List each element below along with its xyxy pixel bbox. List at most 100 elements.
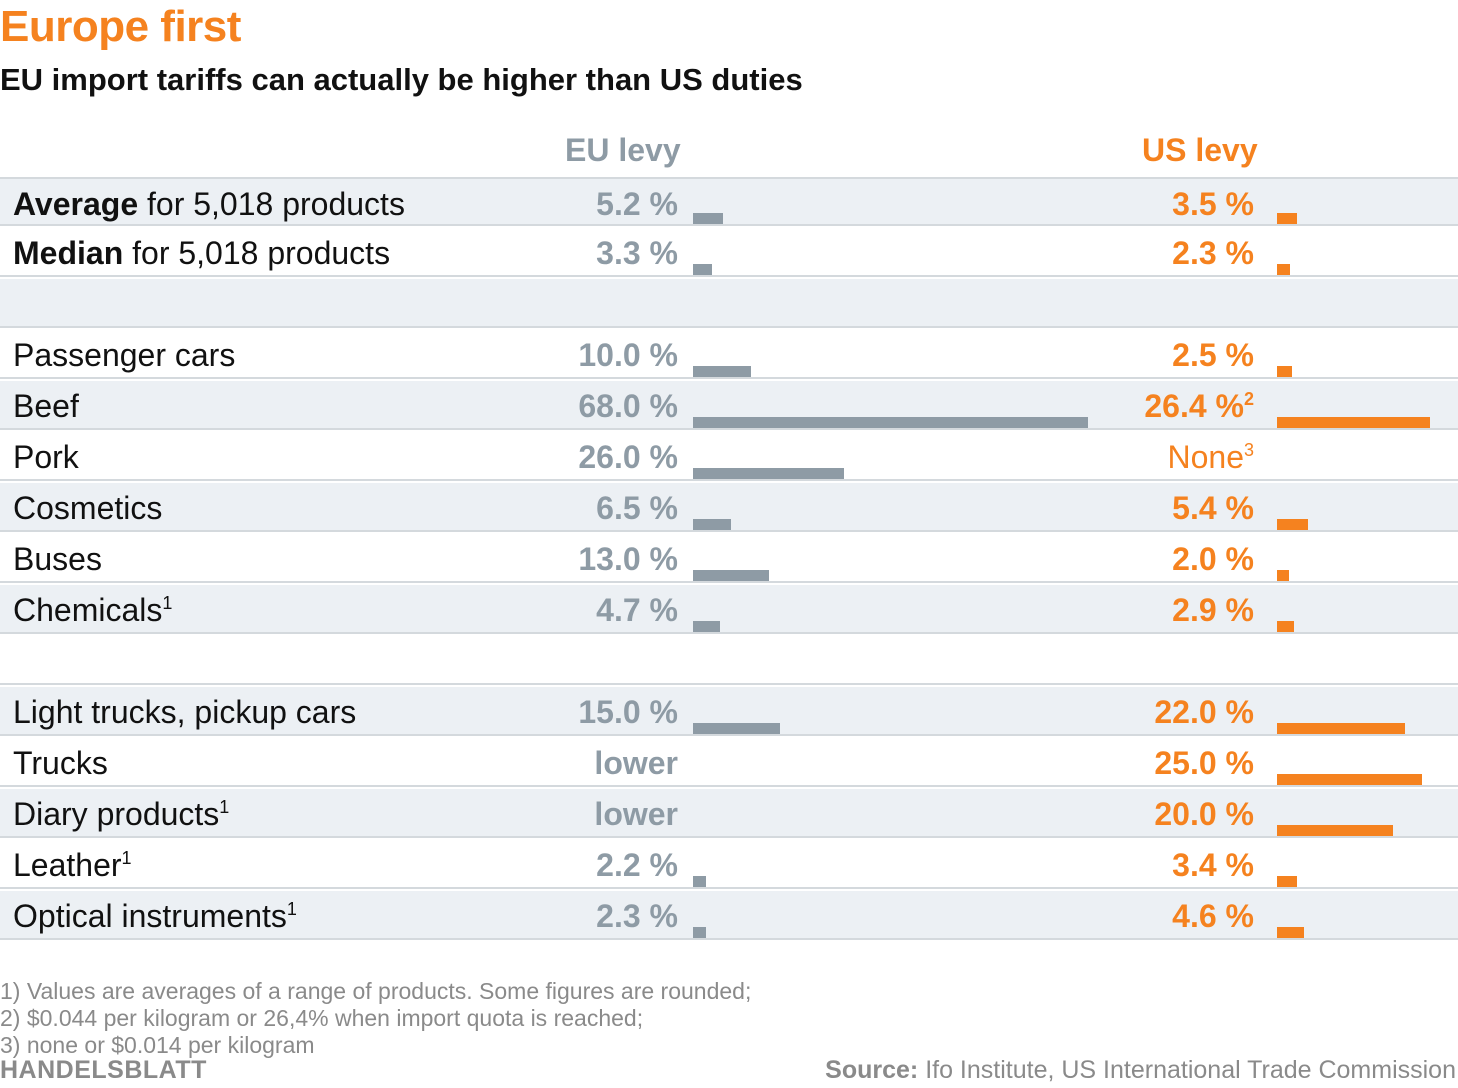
row-label-bold: Average: [13, 186, 139, 222]
footnote-ref: 1: [121, 848, 132, 868]
row-label: Buses: [13, 541, 102, 578]
eu-bar: [693, 366, 751, 377]
us-bar: [1277, 366, 1292, 377]
row-label: Optical instruments1: [13, 898, 297, 935]
row-label-text: Cosmetics: [13, 490, 163, 526]
us-value-text: 2.9 %: [1172, 592, 1254, 628]
us-value-text: 2.0 %: [1172, 541, 1254, 577]
us-bar: [1277, 621, 1294, 632]
eu-bar: [693, 927, 706, 938]
us-value-label: 3.5 %: [1172, 186, 1254, 223]
us-value-label: 2.9 %: [1172, 592, 1254, 629]
row-label-text: Buses: [13, 541, 102, 577]
row-label-text: Pork: [13, 439, 79, 475]
footnote-1: 1) Values are averages of a range of pro…: [0, 978, 752, 1004]
source-note: Source: Ifo Institute, US International …: [825, 1056, 1456, 1085]
eu-value-label: 10.0 %: [578, 337, 678, 373]
source-label: Source:: [825, 1056, 919, 1084]
row-label-text: Passenger cars: [13, 337, 236, 373]
us-value-text: 2.3 %: [1172, 235, 1254, 271]
us-value-text: 25.0 %: [1154, 745, 1254, 781]
row-label-text: for 5,018 products: [138, 186, 405, 222]
row-label-text: Beef: [13, 388, 79, 424]
us-bar: [1277, 570, 1289, 581]
us-bar: [1277, 774, 1422, 785]
us-value-label: None3: [1167, 439, 1254, 476]
eu-value-label: 2.2 %: [596, 847, 678, 883]
us-value-text: None: [1167, 439, 1244, 475]
us-value-text: 20.0 %: [1154, 796, 1254, 832]
source-text: Ifo Institute, US International Trade Co…: [918, 1056, 1456, 1084]
eu-value-label: 4.7 %: [596, 592, 678, 628]
row-label: Passenger cars: [13, 337, 235, 374]
us-bar: [1277, 417, 1430, 428]
table-row: Beef 68.0 % 26.4 %2: [0, 381, 1458, 430]
row-label-text: Trucks: [13, 745, 108, 781]
table-row: Buses 13.0 % 2.0 %: [0, 534, 1458, 583]
eu-bar: [693, 468, 844, 479]
footnote-ref: 1: [162, 593, 173, 613]
table-row: Average for 5,018 products 5.2 % 3.5 %: [0, 177, 1458, 226]
row-label-text: for 5,018 products: [123, 235, 391, 271]
row-label-text: Light trucks, pickup cars: [13, 694, 357, 730]
eu-value-label: lower: [594, 796, 678, 832]
eu-bar: [693, 876, 706, 887]
us-bar: [1277, 723, 1405, 734]
row-label: Average for 5,018 products: [13, 186, 405, 223]
eu-value-label: 3.3 %: [596, 235, 678, 271]
us-value-label: 5.4 %: [1172, 490, 1254, 527]
us-bar: [1277, 519, 1308, 530]
us-bar: [1277, 264, 1290, 275]
us-value-label: 26.4 %2: [1144, 388, 1254, 425]
footnote-ref: 1: [286, 899, 297, 919]
us-value-label: 2.5 %: [1172, 337, 1254, 374]
eu-bar: [693, 723, 780, 734]
footnotes: 1) Values are averages of a range of pro…: [0, 978, 751, 1059]
row-label-text: Diary products: [13, 796, 220, 832]
us-value-label: 3.4 %: [1172, 847, 1254, 884]
eu-value-label: 13.0 %: [578, 541, 678, 577]
us-bar: [1277, 876, 1297, 887]
chart-title: Europe first: [0, 2, 241, 51]
eu-value-label: 2.3 %: [596, 898, 678, 934]
brand-logo: HANDELSBLATT: [0, 1056, 207, 1084]
us-value-text: 3.5 %: [1172, 186, 1254, 222]
table-row: Trucks lower 25.0 %: [0, 738, 1458, 787]
us-value-text: 22.0 %: [1154, 694, 1254, 730]
us-value-text: 4.6 %: [1172, 898, 1254, 934]
row-label: Diary products1: [13, 796, 229, 833]
eu-value-label: 15.0 %: [578, 694, 678, 730]
row-label-text: Optical instruments: [13, 898, 287, 934]
spacer-row: [0, 279, 1458, 328]
eu-value-label: 6.5 %: [596, 490, 678, 526]
eu-bar: [693, 621, 720, 632]
eu-bar: [693, 417, 1088, 428]
us-value-text: 5.4 %: [1172, 490, 1254, 526]
chart-subtitle: EU import tariffs can actually be higher…: [0, 62, 803, 97]
table-row: Pork 26.0 % None3: [0, 432, 1458, 481]
us-value-text: 26.4 %: [1144, 388, 1244, 424]
row-label: Chemicals1: [13, 592, 172, 629]
us-bar: [1277, 927, 1304, 938]
row-label: Median for 5,018 products: [13, 235, 390, 272]
row-label-text: Leather: [13, 847, 122, 883]
us-bar: [1277, 825, 1393, 836]
eu-value-label: 68.0 %: [578, 388, 678, 424]
us-value-label: 2.0 %: [1172, 541, 1254, 578]
us-value-label: 4.6 %: [1172, 898, 1254, 935]
footnote-3: 3) none or $0.014 per kilogram: [0, 1032, 315, 1058]
row-label: Light trucks, pickup cars: [13, 694, 356, 731]
footnote-ref: 1: [219, 797, 230, 817]
row-label: Cosmetics: [13, 490, 162, 527]
us-value-label: 22.0 %: [1154, 694, 1254, 731]
row-label-text: Chemicals: [13, 592, 163, 628]
table-row: Optical instruments1 2.3 % 4.6 %: [0, 891, 1458, 940]
row-label-bold: Median: [13, 235, 124, 271]
eu-value-label: 5.2 %: [596, 186, 678, 222]
table-row: Median for 5,018 products 3.3 % 2.3 %: [0, 228, 1458, 277]
us-value-label: 25.0 %: [1154, 745, 1254, 782]
us-value-text: 2.5 %: [1172, 337, 1254, 373]
eu-bar: [693, 213, 723, 224]
row-label: Pork: [13, 439, 79, 476]
